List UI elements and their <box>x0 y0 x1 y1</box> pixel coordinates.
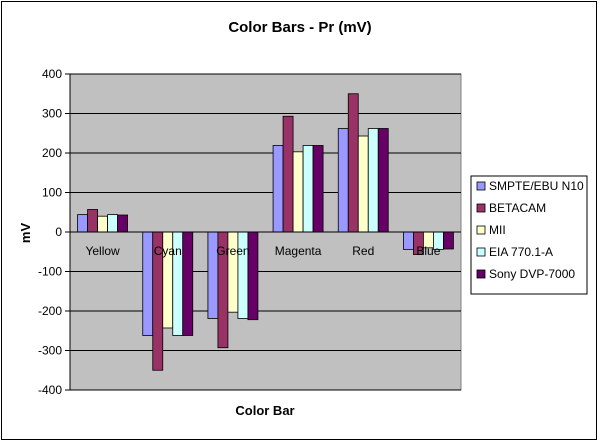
x-tick-label: Cyan <box>154 244 182 258</box>
legend-label: MII <box>489 223 506 237</box>
legend-swatch <box>476 203 486 213</box>
legend-swatch <box>476 225 486 235</box>
x-tick-label: Magenta <box>275 244 322 258</box>
bar-yellow-1 <box>77 214 88 233</box>
y-tick-label: -100 <box>38 265 62 279</box>
bar-magenta-2 <box>282 115 294 233</box>
y-tick-label: -300 <box>38 344 62 358</box>
x-tick-label: Green <box>216 244 249 258</box>
y-tick-label: 300 <box>42 107 62 121</box>
bar-yellow-3 <box>97 215 108 233</box>
bar-magenta-3 <box>292 151 304 233</box>
bar-magenta-4 <box>302 145 314 233</box>
legend-label: EIA 770.1-A <box>489 245 553 259</box>
x-tick-label: Red <box>352 244 374 258</box>
y-tick-label: 100 <box>42 186 62 200</box>
legend-label: SMPTE/EBU N10 <box>489 179 584 193</box>
bar-yellow-2 <box>87 209 98 233</box>
bar-magenta-5 <box>312 145 324 233</box>
y-tick-label: 200 <box>42 146 62 160</box>
legend-swatch <box>476 247 486 257</box>
bar-red-5 <box>377 128 389 233</box>
y-tick-label: 0 <box>55 225 62 239</box>
bar-blue-1 <box>403 231 414 250</box>
bar-yellow-5 <box>117 214 128 233</box>
y-tick-label: -400 <box>38 383 62 397</box>
legend-swatch <box>476 269 486 279</box>
bar-yellow-4 <box>107 214 118 233</box>
chart-title: Color Bars - Pr (mV) <box>228 19 371 36</box>
legend: SMPTE/EBU N10 BETACAM MII EIA 770.1-A Sony D… <box>470 175 588 295</box>
x-axis-title: Color Bar <box>235 403 294 418</box>
legend-swatch <box>476 181 486 191</box>
y-axis-title: mV <box>18 223 33 244</box>
bar-cyan-1 <box>142 231 154 336</box>
y-tick-label: 400 <box>42 67 62 81</box>
plot-area: -400 -300 -200 -100 0 100 200 300 400 Yellow Cyan G… <box>38 67 462 397</box>
legend-label: BETACAM <box>489 201 546 215</box>
bar-red-3 <box>357 135 369 233</box>
bar-blue-5 <box>443 231 454 250</box>
bar-cyan-5 <box>182 231 194 336</box>
bar-red-2 <box>347 93 359 233</box>
bar-red-1 <box>337 128 349 233</box>
legend-label: Sony DVP-7000 <box>489 267 575 281</box>
bar-red-4 <box>367 128 379 233</box>
y-tick-label: -200 <box>38 304 62 318</box>
x-tick-label: Blue <box>416 244 440 258</box>
bar-magenta-1 <box>272 145 284 233</box>
legend-box <box>470 175 588 295</box>
x-tick-label: Yellow <box>85 244 120 258</box>
